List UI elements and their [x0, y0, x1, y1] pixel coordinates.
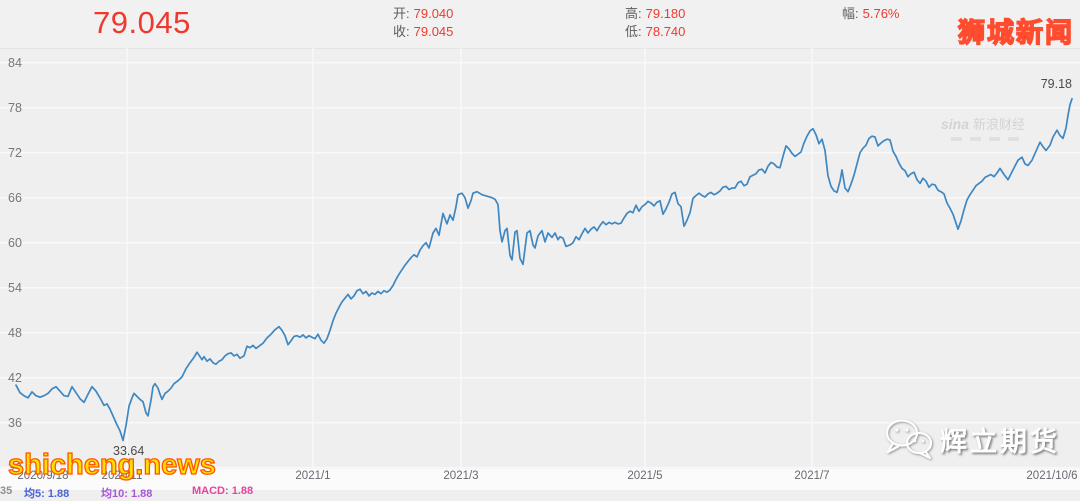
broker-watermark-text: 辉立期货 — [940, 426, 1060, 457]
change-value: 5.76% — [862, 6, 900, 21]
wechat-icon — [885, 419, 933, 460]
indicator-fragment: 均5: 1.88 — [24, 488, 70, 500]
y-tick-label: 66 — [8, 190, 22, 205]
y-tick-label: 78 — [8, 100, 22, 115]
high-label: 高: — [625, 6, 642, 21]
x-tick-label: 2021/1 — [295, 470, 331, 482]
change-label: 幅: — [842, 6, 859, 21]
x-tick-label: 2021/10/6 — [1026, 470, 1078, 482]
x-tick-label: 2021/3 — [443, 470, 479, 482]
x-tick-label: 2020/11 — [101, 470, 143, 482]
y-tick-label: 36 — [8, 415, 22, 430]
sina-watermark-text: 新浪财经 — [973, 117, 1026, 132]
open-label: 开: — [393, 6, 410, 21]
y-tick-label: 72 — [8, 145, 22, 160]
y-tick-label: 60 — [8, 235, 22, 250]
indicator-fragment: MACD: 1.88 — [192, 485, 254, 497]
indicator-fragment: 35 — [0, 485, 13, 497]
high-value: 79.180 — [645, 6, 686, 21]
indicator-fragment: 均10: 1.88 — [101, 488, 153, 500]
low-value: 78.740 — [645, 24, 686, 39]
low-label: 低: — [625, 24, 642, 39]
sina-logo: sina — [941, 116, 970, 132]
current-price: 79.045 — [93, 5, 191, 40]
quote-header: 79.045 开: 79.040 收: 79.045 高: 79.180 低: 78.7… — [0, 0, 1080, 49]
price-line — [15, 97, 1073, 442]
broker-watermark: 辉立期货 — [882, 417, 1060, 461]
quote-high-low: 高: 79.180 低: 78.740 — [625, 5, 685, 41]
x-tick-label: 2021/7 — [794, 470, 830, 482]
price-chart[interactable]: 84 78 72 66 60 54 48 42 36 30 sina 新浪财经 33.64 79.1… — [0, 48, 1080, 475]
chart-canvas — [0, 48, 1080, 469]
y-tick-label: 54 — [8, 280, 22, 295]
cutoff-logo-arc — [1018, 484, 1078, 490]
x-tick-label: 2020/9/18 — [17, 470, 69, 482]
high-point-annotation: 79.18 — [1040, 77, 1072, 91]
quote-change: 幅: 5.76% — [842, 5, 900, 23]
site-watermark-shicheng-news: shicheng.news — [7, 448, 216, 481]
low-point-annotation: 33.64 — [113, 444, 145, 458]
y-tick-label: 84 — [8, 55, 22, 70]
sina-watermark-subtext — [951, 137, 1025, 141]
sina-watermark: sina 新浪财经 — [941, 114, 1025, 141]
y-tick-label: 48 — [8, 325, 22, 340]
open-value: 79.040 — [413, 6, 454, 21]
site-watermark-shicheng-cn: 狮城新闻 — [957, 17, 1074, 48]
x-tick-label: 2021/5 — [627, 470, 663, 482]
y-tick-label: 42 — [8, 370, 22, 385]
close-label: 收: — [393, 24, 410, 39]
close-value: 79.045 — [413, 24, 454, 39]
quote-open-close: 开: 79.040 收: 79.045 — [393, 5, 453, 41]
